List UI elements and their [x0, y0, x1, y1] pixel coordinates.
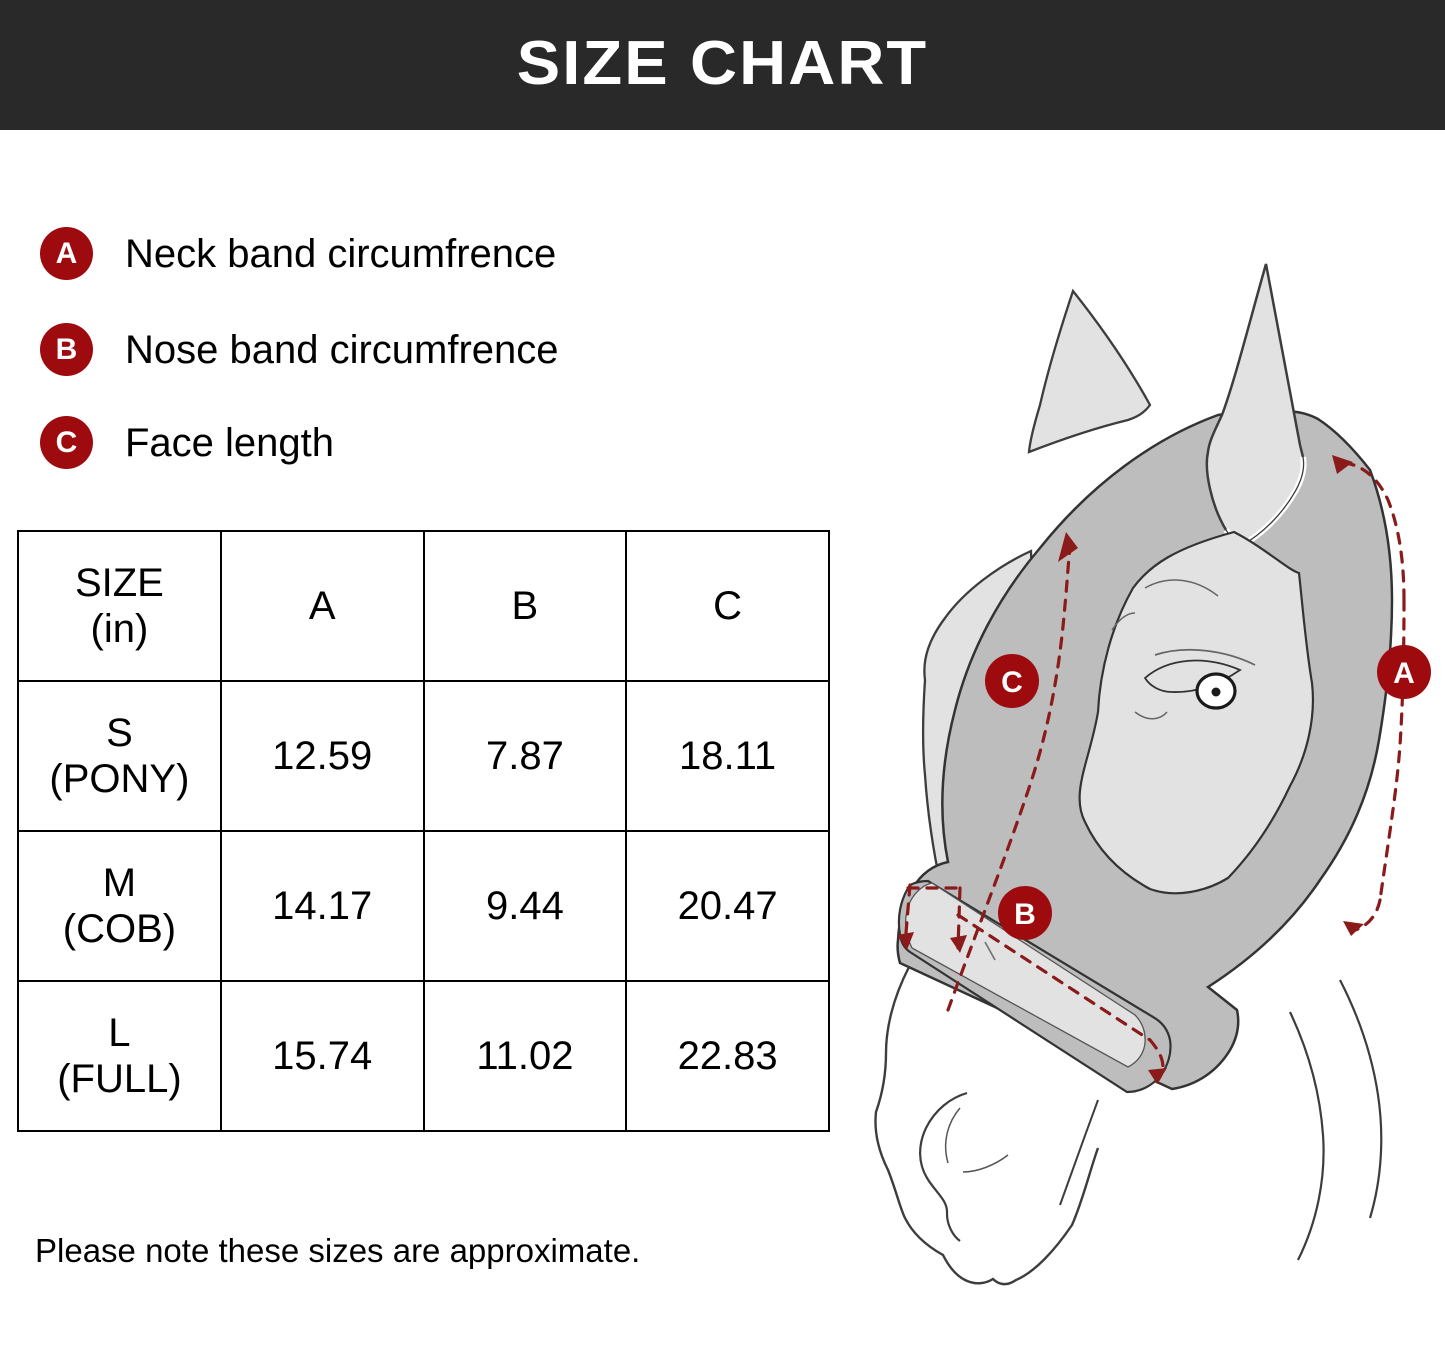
svg-text:B: B	[1014, 898, 1036, 931]
svg-text:A: A	[1393, 657, 1415, 690]
svg-text:C: C	[1001, 666, 1023, 699]
